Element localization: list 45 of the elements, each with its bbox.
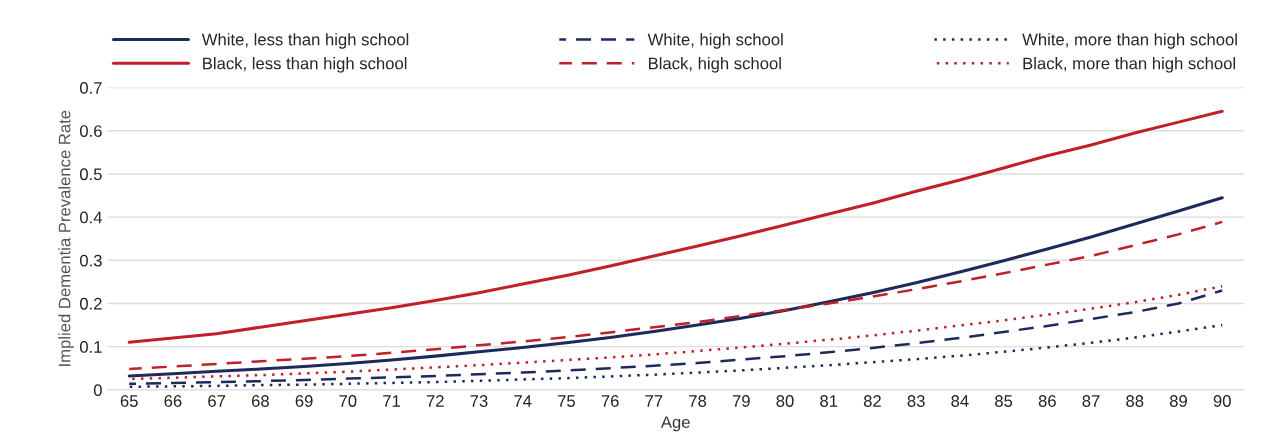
x-tick-label: 67 bbox=[208, 395, 226, 407]
legend-label: White, high school bbox=[647, 33, 783, 49]
x-tick-label: 74 bbox=[514, 395, 532, 407]
legend-label: Black, high school bbox=[648, 57, 781, 73]
x-tick-label: 76 bbox=[601, 395, 619, 407]
y-tick-label: 0.2 bbox=[79, 297, 102, 310]
legend-label: Black, more than high school bbox=[1023, 57, 1236, 73]
x-tick-label: 90 bbox=[1213, 395, 1231, 407]
y-tick-label: 0.4 bbox=[79, 211, 103, 224]
y-axis-title: Implied Dementia Prevalence Rate bbox=[58, 110, 74, 366]
y-tick-label: 0.6 bbox=[79, 125, 102, 137]
x-tick-label: 80 bbox=[776, 395, 794, 407]
x-axis-title: Age bbox=[660, 416, 690, 432]
legend-label: White, more than high school bbox=[1022, 33, 1237, 49]
x-tick-label: 72 bbox=[426, 395, 444, 407]
x-tick-label: 65 bbox=[120, 395, 138, 407]
x-tick-label: 87 bbox=[1082, 395, 1100, 407]
line-series bbox=[127, 220, 1224, 371]
x-tick-label: 79 bbox=[732, 395, 750, 407]
x-tick-label: 68 bbox=[251, 395, 269, 407]
x-tick-label: 86 bbox=[1038, 395, 1056, 407]
x-tick-label: 77 bbox=[645, 395, 663, 407]
x-tick-label: 85 bbox=[995, 395, 1013, 407]
legend-label: Black, less than high school bbox=[203, 57, 407, 73]
y-tick-label: 0.5 bbox=[79, 168, 102, 181]
x-tick-label: 73 bbox=[470, 395, 488, 407]
line-series bbox=[127, 196, 1224, 378]
x-tick-label: 75 bbox=[557, 395, 575, 407]
y-tick-label: 0.7 bbox=[79, 82, 102, 94]
x-tick-label: 78 bbox=[689, 395, 707, 407]
x-tick-label: 89 bbox=[1169, 395, 1187, 407]
x-tick-label: 83 bbox=[907, 395, 925, 407]
x-tick-label: 71 bbox=[383, 395, 400, 407]
x-tick-label: 82 bbox=[863, 395, 881, 407]
y-tick-label: 0.1 bbox=[79, 341, 102, 353]
x-tick-label: 81 bbox=[820, 395, 838, 407]
x-tick-label: 70 bbox=[339, 395, 357, 407]
y-tick-label: 0 bbox=[93, 384, 102, 397]
legend-label: White, less than high school bbox=[201, 33, 409, 49]
y-tick-label: 0.3 bbox=[79, 254, 102, 267]
x-tick-label: 88 bbox=[1126, 395, 1144, 407]
line-series bbox=[127, 109, 1224, 344]
x-tick-label: 66 bbox=[164, 395, 182, 407]
x-tick-label: 84 bbox=[951, 395, 969, 407]
x-tick-label: 69 bbox=[295, 395, 313, 407]
